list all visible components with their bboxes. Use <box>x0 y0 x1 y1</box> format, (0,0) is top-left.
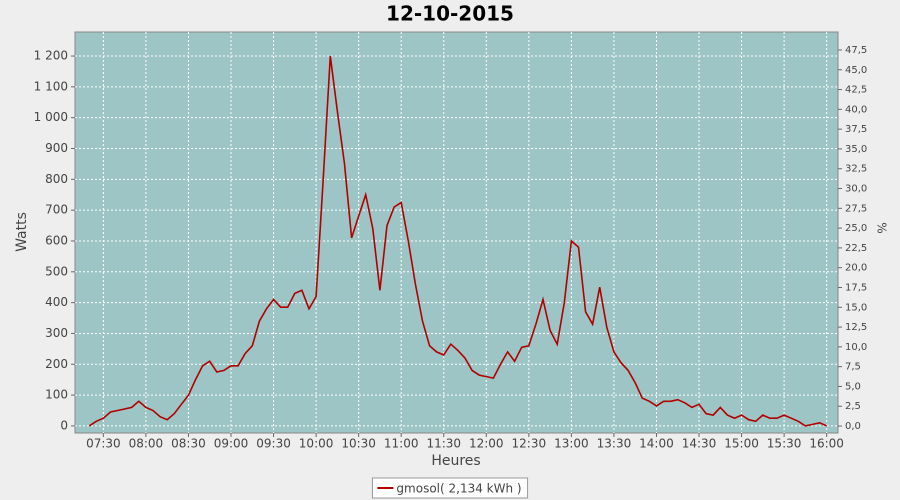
y2-tick-label: 5,0 <box>845 381 861 392</box>
x-axis-label: Heures <box>431 453 480 469</box>
x-tick-label: 13:00 <box>554 437 589 451</box>
y2-tick-label: 15,0 <box>845 302 867 313</box>
y2-tick-label: 0,0 <box>845 421 861 432</box>
y2-axis-label: % <box>875 222 889 233</box>
x-tick-label: 10:30 <box>341 437 376 451</box>
y2-tick-label: 47,5 <box>845 45 867 56</box>
y2-tick-label: 2,5 <box>845 401 861 412</box>
x-tick-label: 08:30 <box>171 437 206 451</box>
y2-tick-label: 37,5 <box>845 124 867 135</box>
y-axis-label: Watts <box>14 212 30 252</box>
x-tick-label: 15:30 <box>767 437 802 451</box>
x-tick-label: 15:00 <box>724 437 759 451</box>
y-tick-label: 200 <box>45 357 68 371</box>
x-tick-label: 08:00 <box>129 437 164 451</box>
x-tick-label: 11:30 <box>426 437 461 451</box>
y-tick-label: 700 <box>45 203 68 217</box>
plot-area <box>74 31 839 434</box>
data-line <box>88 55 828 427</box>
y2-tick-label: 7,5 <box>845 362 861 373</box>
y2-tick-label: 17,5 <box>845 282 867 293</box>
x-tick-label: 14:30 <box>682 437 717 451</box>
x-tick-label: 13:30 <box>597 437 632 451</box>
y2-tick-label: 30,0 <box>845 184 867 195</box>
y-tick-label: 300 <box>45 326 68 340</box>
x-tick-label: 10:00 <box>299 437 334 451</box>
x-tick-label: 12:00 <box>469 437 504 451</box>
x-tick-label: 09:00 <box>214 437 249 451</box>
x-tick-label: 12:30 <box>512 437 547 451</box>
y2-tick-label: 40,0 <box>845 104 867 115</box>
y-tick-label: 800 <box>45 172 68 186</box>
y2-tick-label: 20,0 <box>845 263 867 274</box>
legend-label: gmosol( 2,134 kWh ) <box>396 482 521 496</box>
x-tick-label: 09:30 <box>256 437 291 451</box>
y2-tick-label: 10,0 <box>845 342 867 353</box>
y-tick-label: 1 100 <box>34 79 68 93</box>
y2-tick-label: 42,5 <box>845 85 867 96</box>
x-tick-label: 14:00 <box>639 437 674 451</box>
y-tick-label: 1 200 <box>34 49 68 63</box>
y-tick-label: 900 <box>45 141 68 155</box>
y-tick-label: 0 <box>60 418 68 432</box>
y2-tick-label: 35,0 <box>845 144 867 155</box>
y2-tick-label: 12,5 <box>845 322 867 333</box>
legend-box <box>371 477 529 499</box>
x-tick-label: 16:00 <box>809 437 844 451</box>
y-tick-label: 1 000 <box>34 110 68 124</box>
x-tick-label: 11:00 <box>384 437 419 451</box>
y2-tick-label: 32,5 <box>845 164 867 175</box>
y-tick-label: 600 <box>45 233 68 247</box>
y2-tick-label: 25,0 <box>845 223 867 234</box>
y-tick-label: 100 <box>45 388 68 402</box>
chart-title: 12-10-2015 <box>386 2 514 26</box>
y-tick-label: 400 <box>45 295 68 309</box>
y2-tick-label: 27,5 <box>845 203 867 214</box>
x-tick-label: 07:30 <box>86 437 121 451</box>
legend: gmosol( 2,134 kWh ) <box>371 477 529 499</box>
y2-tick-label: 45,0 <box>845 65 867 76</box>
y-tick-label: 500 <box>45 264 68 278</box>
y2-tick-label: 22,5 <box>845 243 867 254</box>
